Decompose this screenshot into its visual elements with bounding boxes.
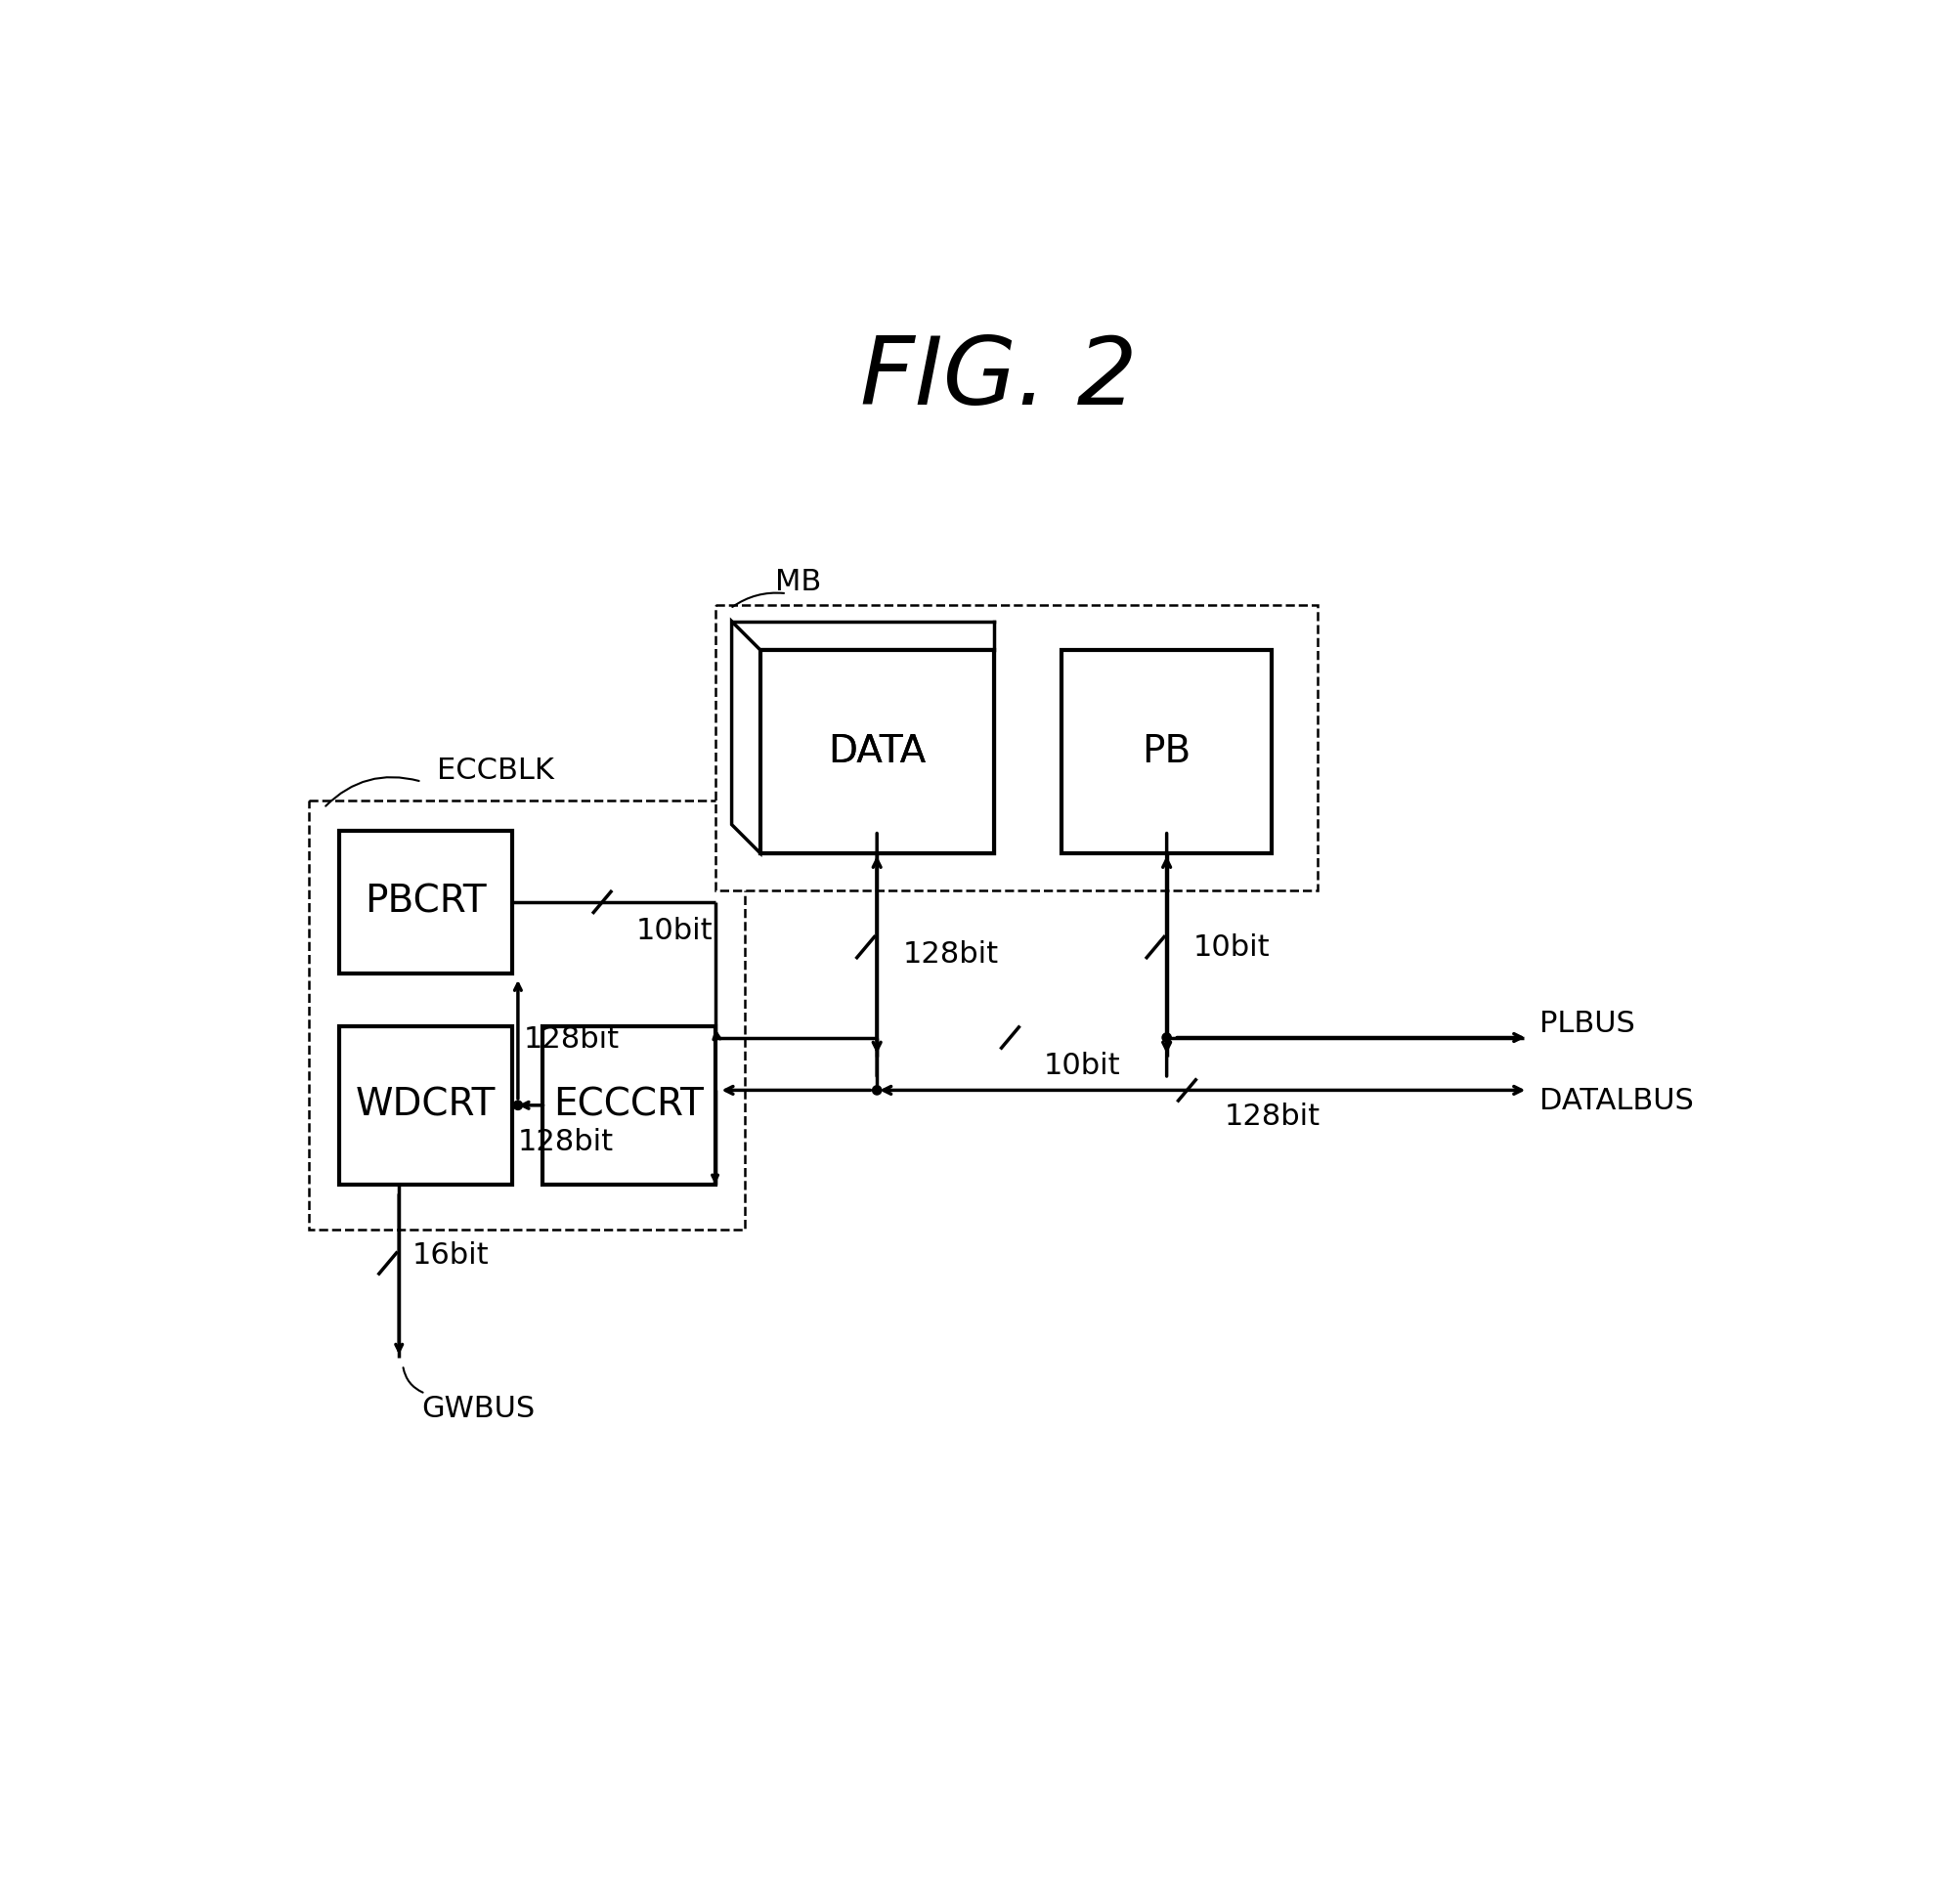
Polygon shape: [731, 621, 760, 853]
Text: 128bit: 128bit: [902, 941, 1000, 969]
Text: DATALBUS: DATALBUS: [1540, 1087, 1694, 1116]
Bar: [339, 1026, 513, 1184]
Text: MB: MB: [776, 567, 822, 596]
Bar: [715, 605, 1318, 891]
Text: FIG. 2: FIG. 2: [860, 333, 1138, 425]
Text: DATA: DATA: [828, 733, 926, 769]
Circle shape: [513, 1101, 522, 1110]
Bar: [760, 649, 994, 853]
Text: ECCCRT: ECCCRT: [554, 1087, 704, 1123]
Text: 10bit: 10bit: [1045, 1051, 1121, 1080]
Text: PBCRT: PBCRT: [364, 883, 485, 922]
Bar: [1062, 649, 1273, 853]
Circle shape: [873, 1085, 881, 1095]
Text: 10bit: 10bit: [635, 916, 713, 944]
Text: 10bit: 10bit: [1193, 933, 1271, 962]
Text: PB: PB: [1142, 733, 1191, 769]
Text: ECCBLK: ECCBLK: [437, 756, 554, 784]
Bar: [339, 830, 513, 973]
Text: WDCRT: WDCRT: [355, 1087, 495, 1123]
Text: 128bit: 128bit: [524, 1024, 620, 1053]
Text: GWBUS: GWBUS: [421, 1396, 536, 1424]
Text: 128bit: 128bit: [518, 1127, 614, 1156]
Bar: [760, 649, 994, 853]
Text: DATA: DATA: [828, 733, 926, 769]
Text: 128bit: 128bit: [1224, 1102, 1321, 1131]
Text: 16bit: 16bit: [413, 1241, 489, 1270]
Circle shape: [1162, 1034, 1171, 1041]
Text: PLBUS: PLBUS: [1540, 1009, 1635, 1038]
Bar: [308, 800, 745, 1230]
Bar: [542, 1026, 715, 1184]
